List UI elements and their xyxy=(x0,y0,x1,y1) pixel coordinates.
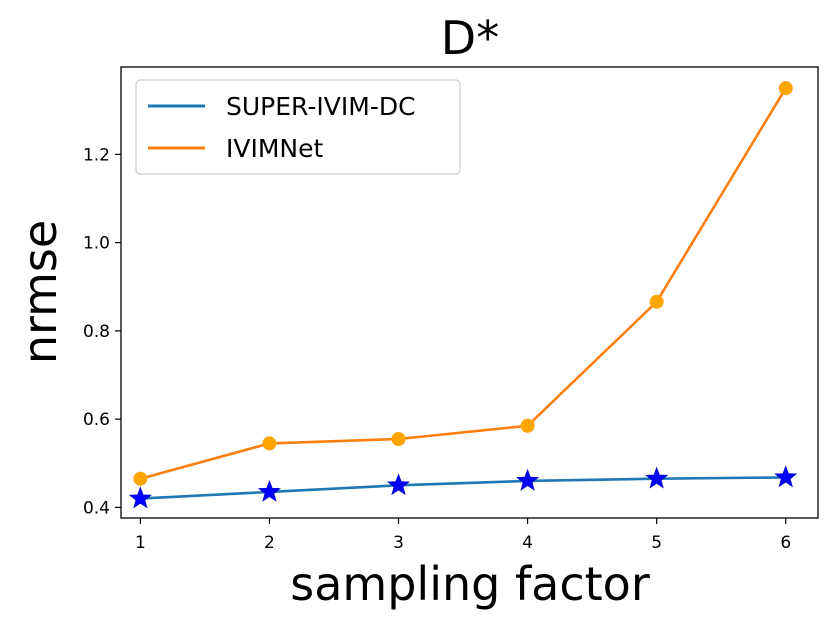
series-layer xyxy=(139,86,788,500)
y-tick-label: 0.6 xyxy=(83,410,110,430)
legend-label-super-ivim-dc: SUPER-IVIM-DC xyxy=(226,92,416,121)
y-tick-label: 0.8 xyxy=(83,322,110,342)
data-point-ivimnet-2 xyxy=(262,436,277,451)
x-tick-label: 1 xyxy=(135,533,146,553)
legend-box xyxy=(135,79,461,175)
chart-title: D* xyxy=(441,11,499,65)
x-tick-label: 5 xyxy=(651,533,662,553)
axes-layer: 1 2 3 4 5 6 0.4 0.6 0.8 1.0 1.2 xyxy=(83,66,819,553)
legend-label-ivimnet: IVIMNet xyxy=(226,134,324,163)
plot-frame xyxy=(120,66,819,519)
series-line-ivimnet xyxy=(139,86,788,481)
data-point-ivimnet-5 xyxy=(649,294,664,309)
marker-layer xyxy=(128,81,798,509)
series-line-super-ivim-dc xyxy=(139,476,788,500)
y-tick-label: 0.4 xyxy=(83,498,110,518)
y-tick-label: 1.2 xyxy=(83,145,110,165)
x-tick-label: 3 xyxy=(393,533,404,553)
y-tick-label: 1.0 xyxy=(83,234,110,254)
x-tick-label: 2 xyxy=(264,533,275,553)
data-point-ivimnet-3 xyxy=(391,432,406,447)
x-tick-label: 6 xyxy=(780,533,791,553)
data-point-super-ivim-dc-3 xyxy=(386,473,411,496)
data-point-ivimnet-4 xyxy=(520,418,535,433)
data-point-ivimnet-6 xyxy=(778,81,793,96)
data-point-super-ivim-dc-1 xyxy=(128,486,152,509)
data-point-super-ivim-dc-4 xyxy=(516,468,540,491)
y-axis-label: nrmse xyxy=(13,220,67,364)
data-point-super-ivim-dc-5 xyxy=(645,466,669,489)
data-point-super-ivim-dc-6 xyxy=(774,465,798,488)
data-point-ivimnet-1 xyxy=(133,471,148,486)
data-point-super-ivim-dc-2 xyxy=(257,479,281,502)
x-tick-label: 4 xyxy=(522,533,533,553)
x-axis-label: sampling factor xyxy=(290,557,650,611)
legend: SUPER-IVIM-DC IVIMNet xyxy=(135,79,461,175)
